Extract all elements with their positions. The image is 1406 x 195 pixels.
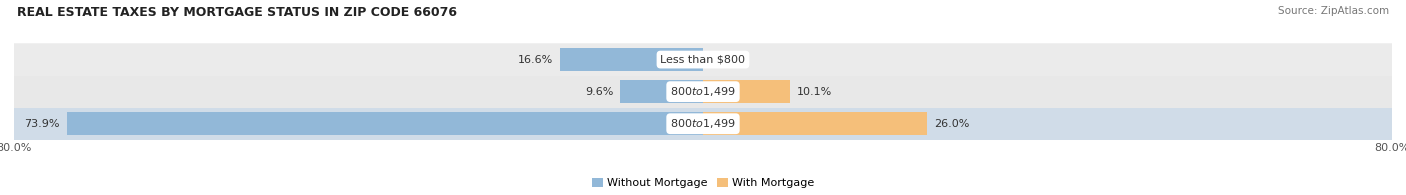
Text: REAL ESTATE TAXES BY MORTGAGE STATUS IN ZIP CODE 66076: REAL ESTATE TAXES BY MORTGAGE STATUS IN …	[17, 6, 457, 19]
Bar	[620, 80, 703, 103]
Text: 9.6%: 9.6%	[585, 87, 613, 97]
Bar	[703, 80, 790, 103]
Text: 26.0%: 26.0%	[934, 119, 969, 129]
Text: $800 to $1,499: $800 to $1,499	[671, 117, 735, 130]
Text: 10.1%: 10.1%	[797, 87, 832, 97]
Legend: Without Mortgage, With Mortgage: Without Mortgage, With Mortgage	[592, 178, 814, 189]
Text: Source: ZipAtlas.com: Source: ZipAtlas.com	[1278, 6, 1389, 16]
Bar	[560, 48, 703, 71]
Bar	[14, 76, 1392, 108]
Bar	[66, 112, 703, 135]
Text: 73.9%: 73.9%	[24, 119, 59, 129]
Bar	[14, 43, 1392, 76]
Text: Less than $800: Less than $800	[661, 55, 745, 65]
Text: 0.0%: 0.0%	[710, 55, 738, 65]
Bar	[703, 112, 927, 135]
Text: $800 to $1,499: $800 to $1,499	[671, 85, 735, 98]
Text: 16.6%: 16.6%	[517, 55, 553, 65]
Bar	[14, 108, 1392, 140]
